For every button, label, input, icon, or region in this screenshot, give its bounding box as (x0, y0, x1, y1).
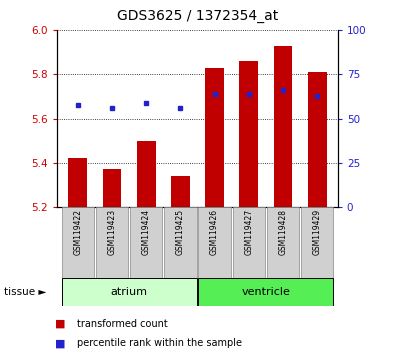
Text: GDS3625 / 1372354_at: GDS3625 / 1372354_at (117, 9, 278, 23)
Bar (205, 68, 224, 207)
Bar (96, 207, 128, 278)
Text: GSM119425: GSM119425 (176, 209, 185, 255)
Text: ventricle: ventricle (241, 287, 290, 297)
Bar (164, 207, 197, 278)
Bar (233, 207, 265, 278)
Text: atrium: atrium (111, 287, 148, 297)
Text: ■: ■ (55, 338, 66, 348)
Bar (171, 176, 190, 207)
Bar (239, 61, 258, 207)
Text: GSM119424: GSM119424 (142, 209, 151, 255)
Text: GSM119428: GSM119428 (278, 209, 288, 255)
Text: ■: ■ (55, 319, 66, 329)
Text: GSM119427: GSM119427 (244, 209, 253, 255)
Bar (198, 207, 231, 278)
Bar (274, 46, 292, 207)
Text: GSM119422: GSM119422 (73, 209, 82, 255)
Bar (267, 207, 299, 278)
Text: GSM119426: GSM119426 (210, 209, 219, 255)
Text: GSM119423: GSM119423 (107, 209, 117, 255)
Bar (308, 72, 327, 207)
Bar (130, 207, 162, 278)
Bar (62, 207, 94, 278)
Bar (62, 278, 197, 306)
Bar (137, 141, 156, 207)
Text: percentile rank within the sample: percentile rank within the sample (77, 338, 242, 348)
Bar (301, 207, 333, 278)
Text: tissue ►: tissue ► (4, 287, 46, 297)
Bar (103, 170, 121, 207)
Text: transformed count: transformed count (77, 319, 168, 329)
Text: GSM119429: GSM119429 (313, 209, 322, 255)
Bar (198, 278, 333, 306)
Bar (68, 159, 87, 207)
